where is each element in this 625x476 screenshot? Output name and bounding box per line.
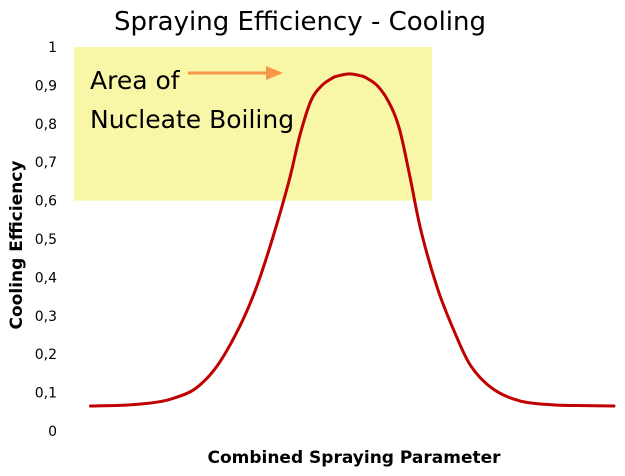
annotation-line1: Area of: [90, 66, 181, 95]
y-tick-label: 0,4: [35, 270, 57, 286]
y-tick-label: 0: [48, 424, 57, 440]
y-tick-label: 0,7: [35, 155, 57, 171]
y-tick-label: 0,9: [35, 78, 57, 94]
x-axis-label: Combined Spraying Parameter: [207, 448, 501, 468]
y-tick-label: 0,8: [35, 117, 57, 133]
chart-title: Spraying Efficiency - Cooling: [114, 7, 486, 37]
y-tick-labels: 0 0,1 0,2 0,3 0,4 0,5 0,6 0,7 0,8 0,9 1: [35, 40, 57, 440]
annotation-arrow: [188, 66, 283, 80]
series-line: [89, 72, 616, 408]
y-tick-label: 0,1: [35, 386, 57, 402]
y-axis-label: Cooling Efficiency: [7, 161, 27, 330]
annotation-line2: Nucleate Boiling: [90, 105, 294, 134]
y-tick-label: 0,5: [35, 232, 57, 248]
y-tick-label: 0,6: [35, 194, 57, 210]
y-tick-label: 0,3: [35, 309, 57, 325]
y-tick-label: 0,2: [35, 347, 57, 363]
y-tick-label: 1: [48, 40, 57, 56]
